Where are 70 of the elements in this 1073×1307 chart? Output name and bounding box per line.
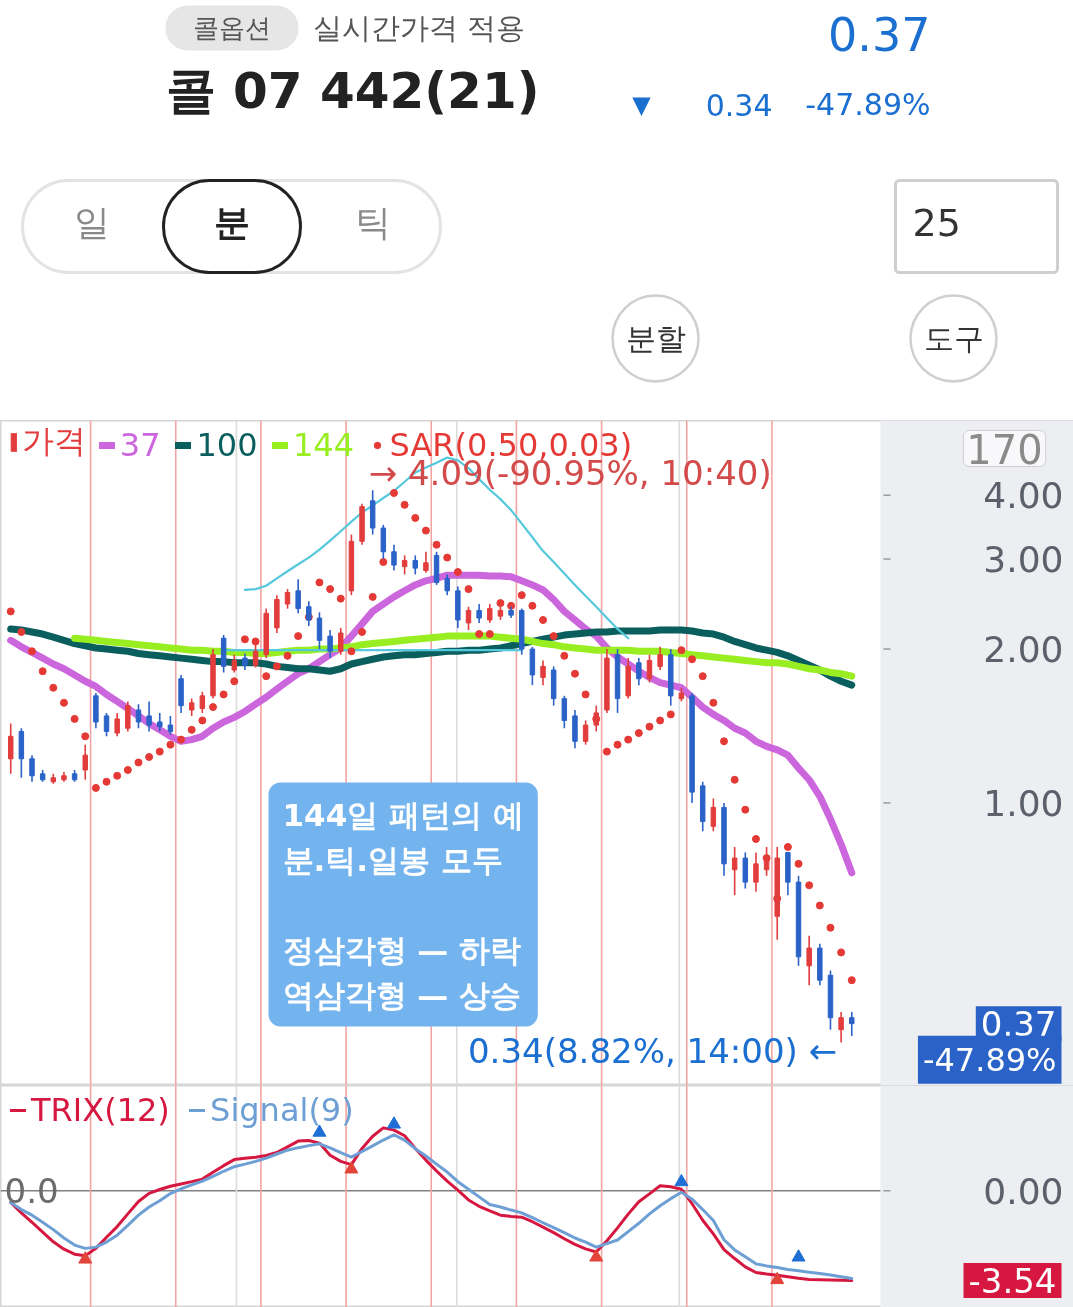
candlestick [582, 719, 589, 746]
candlestick [710, 797, 717, 833]
point [791, 1249, 806, 1262]
text: 25 [912, 201, 961, 245]
candlestick [125, 700, 131, 733]
candlestick [157, 712, 163, 733]
candlestick [316, 611, 323, 650]
annotation: 0.34(8.82%, 14:00) ← [467, 1031, 838, 1072]
text: 콜옵션 [192, 12, 271, 43]
candlestick [391, 543, 397, 572]
text: -47.89% [805, 87, 931, 122]
point [78, 1251, 93, 1264]
candlestick [487, 603, 493, 624]
legend-label: TRIX(12) [31, 1091, 170, 1129]
candlestick [849, 1011, 855, 1037]
candlestick [646, 653, 653, 684]
legend-label: 가격 [22, 421, 86, 462]
legend-label: 37 [119, 426, 161, 464]
text: 170 [966, 426, 1043, 473]
text: 분할 [625, 321, 686, 356]
candlestick [636, 657, 642, 686]
candlestick [146, 700, 152, 733]
candlestick [561, 695, 568, 730]
candlestick [423, 550, 429, 574]
text: 도구 [923, 321, 984, 356]
point [386, 1116, 401, 1129]
candlestick [114, 712, 120, 738]
text: 144일 패턴의 예 분.틱.일봉 모두 정삼각형 — 하락 역삼각형 — 상승 [282, 796, 524, 1013]
candlestick [167, 715, 174, 736]
candlestick [444, 573, 450, 596]
candlestick [476, 603, 482, 624]
chart-title: 콜 07 442(21) [165, 61, 540, 120]
candlestick [284, 588, 291, 610]
y-tick-label: -3.54 [968, 1261, 1057, 1302]
legend-label: 100 [196, 426, 258, 464]
point [770, 1271, 785, 1285]
candlestick [465, 605, 472, 631]
candlestick [657, 646, 663, 671]
candlestick [540, 659, 546, 686]
y-tick-label: 1.00 [983, 782, 1064, 824]
candlestick [199, 690, 206, 714]
y-tick-label: 4.00 [983, 475, 1064, 517]
point [674, 1173, 689, 1187]
candlestick [327, 629, 333, 659]
candlestick [295, 578, 301, 615]
point [589, 1249, 604, 1262]
text: 실시간가격 적용 [312, 10, 525, 45]
candlestick [135, 703, 142, 730]
candlestick [82, 743, 88, 781]
candlestick [838, 1011, 844, 1044]
candlestick [29, 754, 35, 783]
candlestick [731, 846, 738, 896]
legend-label: 144 [293, 426, 355, 464]
text: 틱 [354, 202, 391, 243]
text: 0.37 [828, 7, 931, 62]
candlestick [401, 554, 408, 576]
y-tick-label: 3.00 [983, 539, 1064, 581]
y-tick-label: 0.00 [983, 1170, 1064, 1212]
text: 일 [73, 202, 110, 243]
point [344, 1161, 359, 1174]
text: ▼ [632, 90, 652, 119]
candlestick [753, 851, 759, 893]
y-tick-label: 2.00 [983, 629, 1064, 671]
text: 0.34 [705, 87, 773, 123]
candlestick [412, 554, 418, 576]
candlestick [7, 722, 14, 775]
text: 분 [213, 202, 250, 243]
candlestick [806, 934, 812, 986]
candlestick [338, 627, 344, 656]
candlestick [103, 712, 110, 738]
